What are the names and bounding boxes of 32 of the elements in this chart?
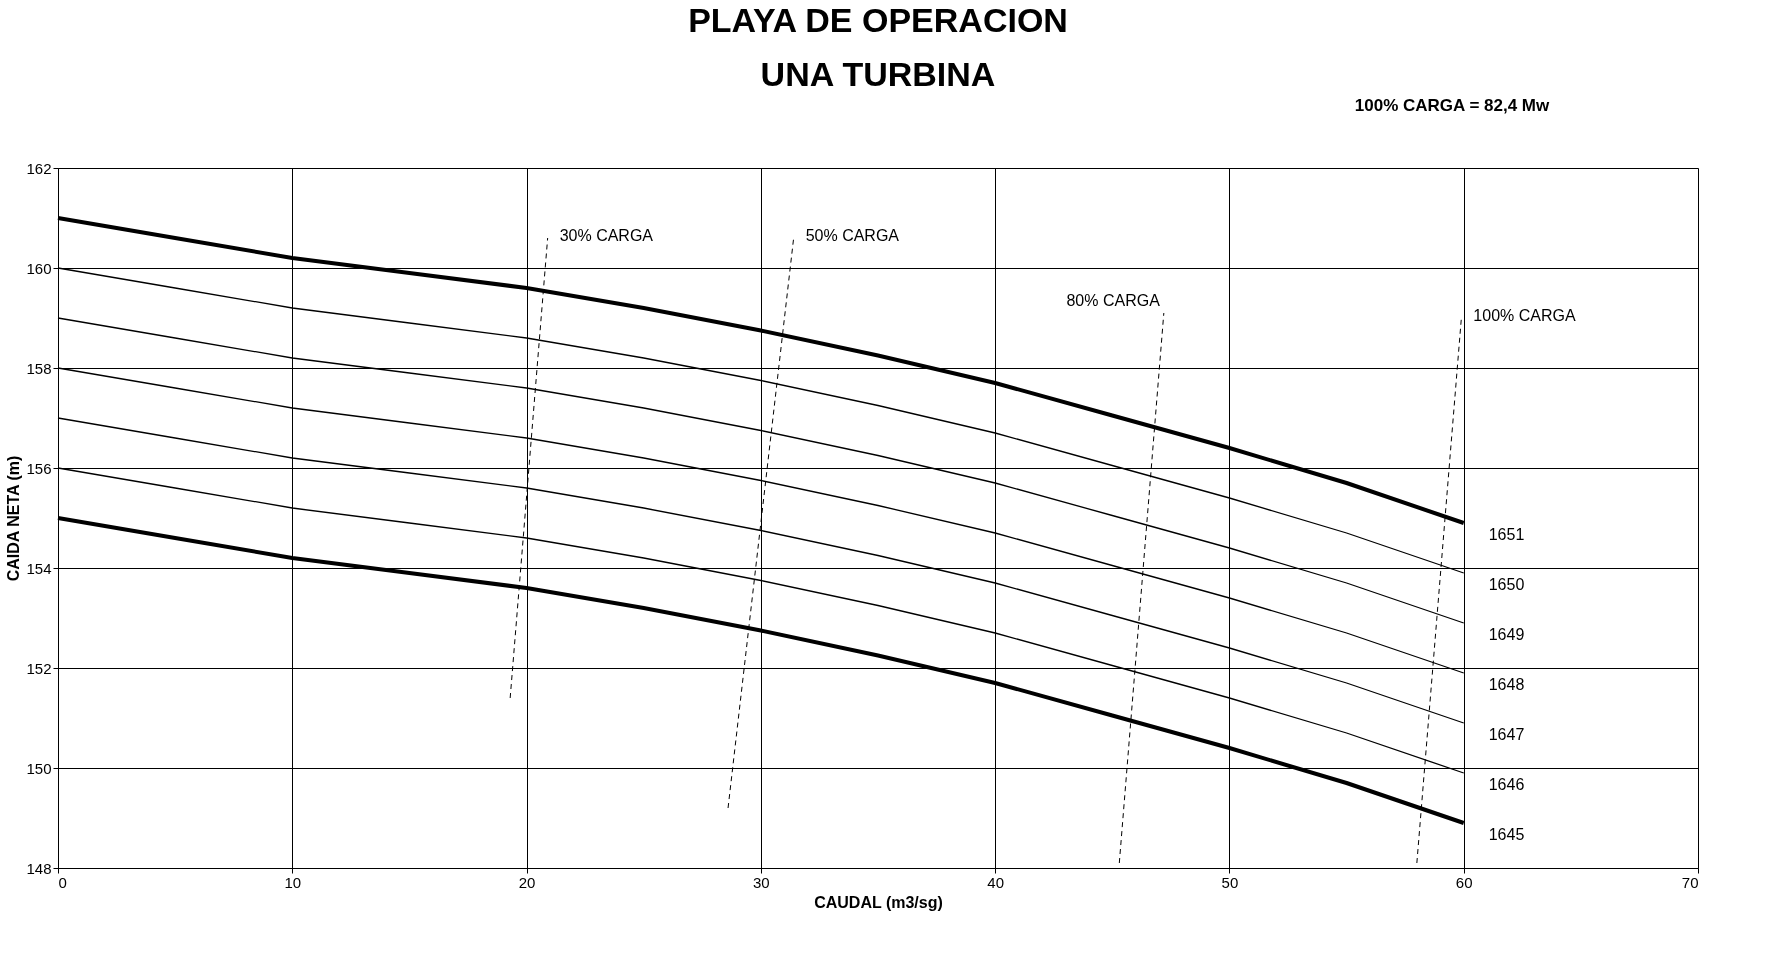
y-tick-label: 156 <box>26 459 52 477</box>
y-tick-label: 152 <box>26 659 52 677</box>
y-axis-title: CAIDA NETA (m) <box>5 455 23 582</box>
x-axis-title: CAUDAL (m3/sg) <box>814 893 943 911</box>
series-label: 1648 <box>1488 676 1525 693</box>
series-label: 30% CARGA <box>559 227 654 244</box>
y-tick-label: 158 <box>26 359 52 377</box>
series-label: 1650 <box>1488 576 1525 593</box>
y-tick-label: 154 <box>26 559 52 577</box>
y-tick-label: 160 <box>26 259 52 277</box>
series-label: 1649 <box>1488 626 1525 643</box>
series-label: 1645 <box>1488 826 1525 843</box>
chart-subtitle: UNA TURBINA <box>760 55 996 93</box>
x-tick-label: 30 <box>753 873 770 891</box>
series-label: 100% CARGA <box>1473 307 1576 324</box>
series-label: 1651 <box>1488 526 1525 543</box>
series-label: 80% CARGA <box>1066 292 1161 309</box>
y-tick-label: 150 <box>26 759 52 777</box>
series-label: 1647 <box>1488 726 1525 743</box>
text: 100% CARGA = 82,4 Mw <box>1354 96 1551 115</box>
x-tick-label: 40 <box>987 873 1004 891</box>
x-tick-label: 20 <box>518 873 536 891</box>
y-tick-label: 148 <box>26 859 52 877</box>
chart-title: PLAYA DE OPERACION <box>688 1 1068 39</box>
x-tick-label: 50 <box>1221 873 1239 891</box>
x-tick-label: 70 <box>1681 873 1699 891</box>
y-tick-label: 162 <box>26 159 52 177</box>
series-label: 1646 <box>1488 776 1525 793</box>
x-tick-label: 10 <box>284 873 302 891</box>
x-tick-label: 0 <box>58 873 67 891</box>
series-label: 50% CARGA <box>805 227 900 244</box>
x-tick-label: 60 <box>1455 873 1473 891</box>
